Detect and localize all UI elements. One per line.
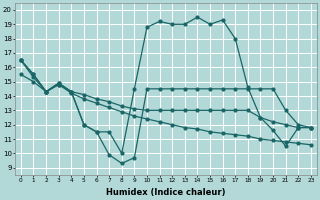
X-axis label: Humidex (Indice chaleur): Humidex (Indice chaleur) [106, 188, 226, 197]
